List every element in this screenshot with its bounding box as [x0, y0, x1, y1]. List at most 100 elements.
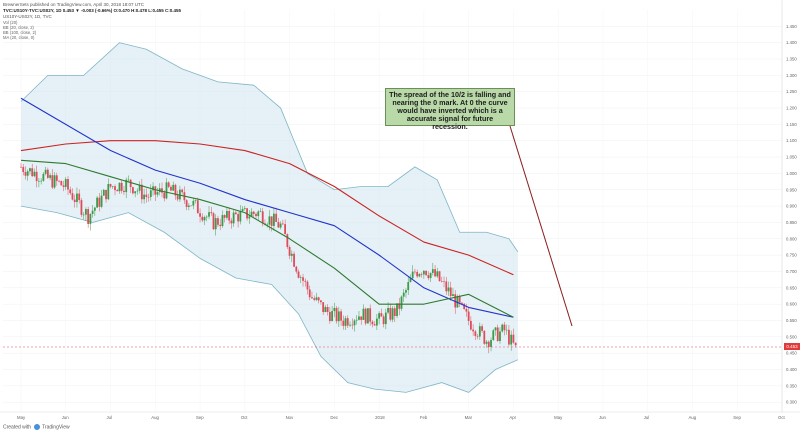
candle-body — [382, 316, 385, 325]
x-tick-label: Aug — [688, 415, 696, 420]
candle-body — [145, 194, 148, 197]
candle-body — [499, 331, 501, 342]
candle-body — [496, 327, 499, 342]
candle — [226, 206, 228, 220]
candle — [147, 193, 150, 202]
candle — [259, 208, 262, 213]
candle — [322, 302, 325, 315]
candle — [434, 265, 436, 278]
candle — [324, 304, 327, 313]
candle-body — [402, 292, 405, 297]
author-line: BrewnerSets published on TradingView.com… — [3, 2, 145, 7]
candle — [20, 163, 22, 168]
candle — [384, 308, 387, 330]
candle — [416, 269, 419, 279]
candle-body — [483, 330, 486, 344]
x-tick-label: Sep — [196, 415, 204, 420]
candle — [299, 275, 302, 284]
candle-body — [132, 187, 134, 194]
candle — [375, 314, 378, 331]
candle-body — [405, 290, 407, 293]
candle-body — [384, 312, 387, 325]
candle-body — [328, 311, 331, 322]
candle-body — [317, 297, 320, 301]
candle — [290, 250, 293, 262]
y-tick-label: 0.700 — [786, 269, 797, 274]
candle-body — [38, 180, 40, 182]
candle-body — [476, 335, 479, 337]
candle — [492, 328, 495, 341]
candle-body — [214, 218, 217, 230]
candle-body — [313, 298, 316, 300]
candle — [22, 164, 25, 176]
candle-body — [165, 182, 168, 199]
candle-body — [474, 331, 477, 336]
candle — [241, 206, 244, 212]
candle-body — [293, 253, 295, 267]
candle — [295, 265, 298, 274]
y-tick-label: 0.850 — [786, 220, 797, 225]
candle-body — [454, 294, 457, 308]
indicator-vol[interactable]: Vol (20) — [3, 20, 18, 25]
candle — [452, 287, 454, 297]
candle-body — [85, 209, 87, 215]
candle — [389, 303, 392, 322]
candle — [476, 333, 479, 340]
x-tick-label: Dec — [330, 415, 338, 420]
candle — [501, 323, 504, 333]
candle — [297, 269, 300, 279]
candlesticks — [20, 163, 517, 354]
candle — [380, 308, 383, 317]
candle — [396, 303, 398, 319]
candle — [185, 199, 188, 211]
candle-body — [420, 274, 423, 275]
candle — [355, 315, 358, 325]
candle — [149, 184, 152, 201]
candle — [284, 219, 287, 235]
candle — [308, 285, 311, 301]
candle — [203, 215, 206, 226]
candle-body — [373, 324, 376, 326]
candle-body — [349, 324, 351, 326]
candle-body — [436, 271, 439, 277]
candle-body — [398, 303, 401, 309]
candle — [145, 188, 148, 203]
candle-body — [109, 184, 112, 187]
candle-body — [185, 200, 188, 207]
annotation-callout[interactable]: The spread of the 10/2 is falling and ne… — [385, 88, 515, 131]
indicator-bb20[interactable]: BB (20, close, 2) — [3, 25, 34, 30]
candle — [510, 330, 513, 351]
candle-body — [387, 307, 389, 313]
candle-body — [501, 324, 504, 332]
y-tick-label: 1.050 — [786, 155, 797, 160]
candle-body — [503, 324, 506, 331]
candle-body — [463, 303, 466, 310]
candle-body — [297, 271, 300, 278]
candle-body — [353, 320, 356, 326]
y-tick-label: 1.100 — [786, 138, 797, 143]
candle — [228, 207, 231, 225]
candle-body — [281, 223, 284, 225]
candle-body — [514, 342, 517, 346]
candle-body — [261, 211, 264, 224]
candle-body — [96, 197, 98, 208]
candle — [212, 211, 215, 231]
candle — [181, 188, 184, 195]
candle-body — [100, 195, 103, 207]
candle — [414, 268, 416, 275]
candle-body — [217, 218, 219, 225]
candle-body — [505, 329, 508, 331]
candle — [161, 182, 163, 198]
candle — [87, 206, 90, 228]
footer-brand[interactable]: TradingView — [42, 424, 70, 431]
indicator-ma20[interactable]: MA (20, close, 0) — [3, 35, 35, 40]
candle — [371, 320, 374, 328]
candle — [467, 308, 470, 326]
x-tick-label: Apr — [509, 415, 516, 420]
candle — [326, 304, 329, 316]
candle — [82, 212, 85, 220]
candle-body — [393, 308, 396, 316]
candle — [100, 189, 103, 209]
indicator-bb100[interactable]: BB (100, close, 2) — [3, 30, 37, 35]
candle — [174, 183, 177, 200]
